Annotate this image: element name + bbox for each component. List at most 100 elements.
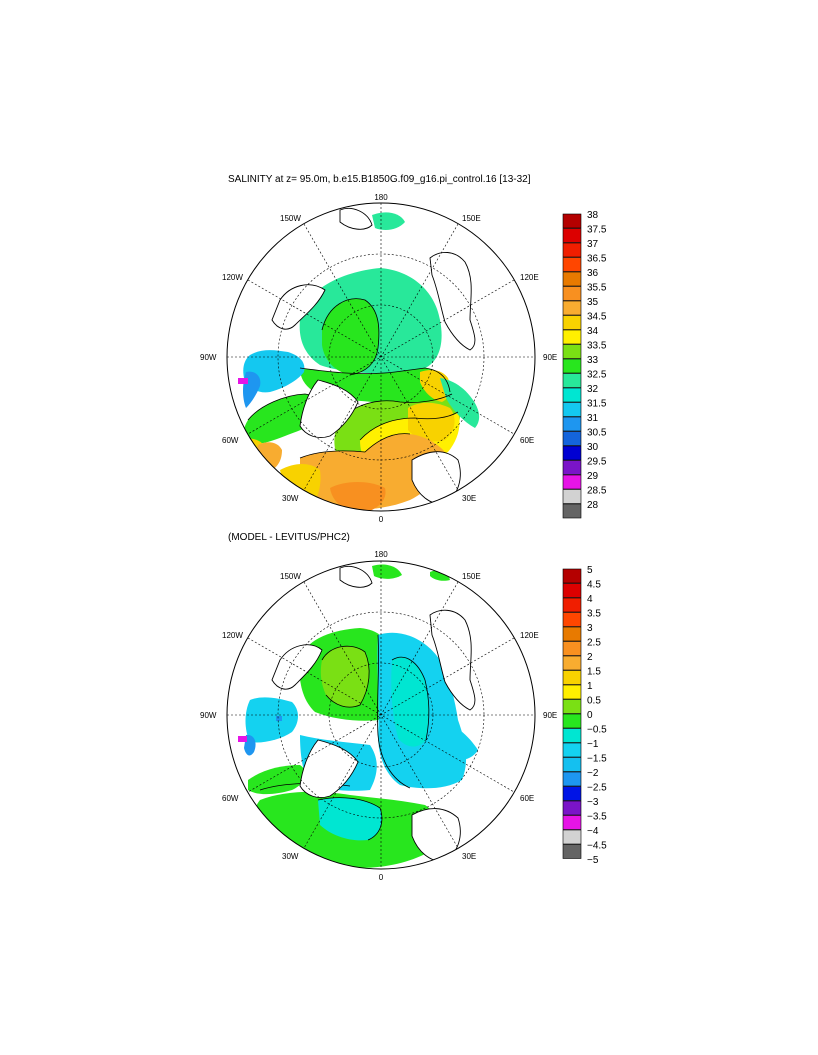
panel-1-colorbar-label: 37.5 (587, 225, 607, 236)
panel-1-colorbar-label: 30 (587, 442, 599, 453)
panel-1-colorbar-label: 35 (587, 297, 599, 308)
panel-1-colorbar-label: 33.5 (587, 341, 607, 352)
panel-1-colorbar-box-3 (562, 257, 582, 272)
panel-2-map: 180 0 90E 90W 150E 120E 60E 30E 150W 120… (200, 550, 557, 882)
panel-2-difference-field (238, 564, 478, 868)
panel-1-colorbar-box-0 (562, 213, 582, 229)
panel-2-colorbar-label: 2.5 (587, 638, 601, 649)
panel-1-colorbar-label: 30.5 (587, 428, 607, 439)
panel-2-colorbar-box-4 (562, 626, 582, 642)
panel-2-colorbar-box-14 (562, 771, 582, 787)
panel-1-colorbar-box-10 (562, 358, 582, 374)
panel-2-lon-120e: 120E (520, 631, 539, 640)
panel-2-colorbar-box-16 (562, 800, 582, 816)
panel-2-colorbar-box-2 (562, 597, 582, 613)
panel-1-lon-150w: 150W (280, 214, 301, 223)
panel-1-colorbar-label: 37 (587, 239, 599, 250)
panel-1-lon-60e: 60E (520, 436, 534, 445)
panel-2-colorbar-box-7 (562, 670, 582, 685)
panel-1-colorbar: 38 37.5 37 36.5 36 35.5 35 34.5 34 33.5 33 32.5 32 31… (562, 210, 607, 519)
panel-2-colorbar: 5 4.5 4 3.5 3 2.5 2 1.5 1 0.5 0 −0.5 −1 −1.5 −2 −2.5 −3 −… (562, 565, 607, 866)
panel-1-colorbar-label: 31.5 (587, 399, 607, 410)
panel-1-colorbar-label: 34.5 (587, 312, 607, 323)
panel-2-colorbar-box-19 (562, 844, 582, 859)
panel-1-colorbar-box-18 (562, 474, 582, 490)
panel-2-colorbar-label: −0.5 (587, 725, 607, 736)
panel-1-lon-90e: 90E (543, 353, 557, 362)
panel-2-colorbar-box-12 (562, 742, 582, 758)
panel-1-colorbar-box-7 (562, 315, 582, 330)
panel-1-lon-90w: 90W (200, 353, 217, 362)
panel-2-colorbar-label: −1.5 (587, 754, 607, 765)
panel-2-colorbar-label: −3 (587, 797, 599, 808)
panel-2-lon-30w: 30W (282, 852, 299, 861)
panel-2-colorbar-box-18 (562, 829, 582, 845)
panel-2-title: (MODEL - LEVITUS/PHC2) (228, 532, 350, 543)
panel-1-colorbar-box-13 (562, 402, 582, 417)
panel-2-colorbar-box-6 (562, 655, 582, 671)
panel-2-colorbar-label: −2.5 (587, 783, 607, 794)
panel-2-colorbar-label: −1 (587, 739, 599, 750)
panel-1-colorbar-label: 29 (587, 471, 599, 482)
panel-2-lon-120w: 120W (222, 631, 243, 640)
panel-2-colorbar-box-10 (562, 713, 582, 729)
panel-2-colorbar-label: 1.5 (587, 667, 601, 678)
panel-2-colorbar-label: 1 (587, 681, 593, 692)
panel-1-colorbar-box-1 (562, 228, 582, 243)
panel-1-colorbar-label: 33 (587, 355, 599, 366)
panel-1-lon-120w: 120W (222, 273, 243, 282)
panel-2-colorbar-label: 5 (587, 565, 593, 576)
panel-1-colorbar-box-5 (562, 286, 582, 301)
panel-1-colorbar-label: 34 (587, 326, 599, 337)
panel-1-colorbar-box-20 (562, 503, 582, 519)
panel-1-colorbar-box-8 (562, 329, 582, 345)
panel-1-colorbar-box-6 (562, 300, 582, 316)
panel-1-colorbar-box-19 (562, 489, 582, 504)
panel-2-colorbar-label: −4 (587, 826, 599, 837)
panel-1-colorbar-box-2 (562, 242, 582, 258)
panel-2-colorbar-label: 2 (587, 652, 593, 663)
panel-1-colorbar-label: 36.5 (587, 254, 607, 265)
panel-2-colorbar-box-9 (562, 699, 582, 714)
panel-2-colorbar-label: 3 (587, 623, 593, 634)
panel-2-lon-0: 0 (379, 873, 384, 882)
panel-1-map: 180 0 90E 90W 150E 120E 60E 30E 150W 120… (200, 193, 557, 524)
panel-2-colorbar-label: −2 (587, 768, 599, 779)
panel-2-colorbar-box-11 (562, 728, 582, 743)
panel-1-lon-0: 0 (379, 515, 384, 524)
panel-1-colorbar-label: 28 (587, 500, 599, 511)
panel-2-colorbar-box-15 (562, 786, 582, 801)
panel-2-lon-150w: 150W (280, 572, 301, 581)
panel-2-colorbar-label: −4.5 (587, 841, 607, 852)
panel-2-colorbar-box-0 (562, 568, 582, 584)
panel-2-lon-150e: 150E (462, 572, 481, 581)
panel-1-colorbar-box-15 (562, 431, 582, 446)
panel-2-colorbar-label: 4.5 (587, 580, 601, 591)
panel-2-colorbar-label: 0 (587, 710, 593, 721)
panel-1-colorbar-label: 32 (587, 384, 599, 395)
panel-2-lon-180: 180 (374, 550, 388, 559)
panel-1-colorbar-label: 32.5 (587, 370, 607, 381)
panel-1-colorbar-box-9 (562, 344, 582, 359)
panel-2-colorbar-box-8 (562, 684, 582, 700)
panel-1-colorbar-box-4 (562, 271, 582, 287)
panel-1-colorbar-box-17 (562, 460, 582, 475)
panel-1-lon-120e: 120E (520, 273, 539, 282)
panel-1-colorbar-label: 28.5 (587, 486, 607, 497)
panel-2-colorbar-label: 0.5 (587, 696, 601, 707)
panel-2-colorbar-box-3 (562, 612, 582, 627)
panel-2-lon-30e: 30E (462, 852, 476, 861)
panel-2-colorbar-box-5 (562, 641, 582, 656)
panel-2-colorbar-label: 4 (587, 594, 593, 605)
panel-2-colorbar-box-17 (562, 815, 582, 830)
panel-1-colorbar-label: 31 (587, 413, 599, 424)
panel-1-colorbar-box-14 (562, 416, 582, 432)
panel-2-colorbar-box-13 (562, 757, 582, 772)
panel-1-title: SALINITY at z= 95.0m, b.e15.B1850G.f09_g… (228, 174, 531, 185)
panel-2-colorbar-label: 3.5 (587, 609, 601, 620)
panel-1-lon-30w: 30W (282, 494, 299, 503)
panel-2-lon-60w: 60W (222, 794, 239, 803)
panel-1-colorbar-label: 38 (587, 210, 599, 221)
panel-1-colorbar-label: 29.5 (587, 457, 607, 468)
panel-1-lon-30e: 30E (462, 494, 476, 503)
